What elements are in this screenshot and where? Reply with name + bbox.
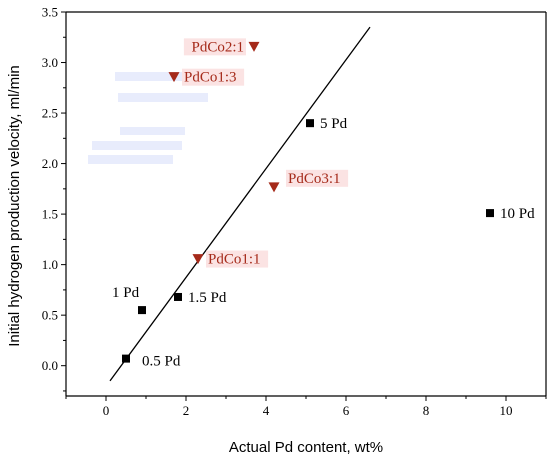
x-tick-label: 10 <box>500 403 513 418</box>
y-tick-label: 3.5 <box>42 5 58 20</box>
label-highlight <box>206 250 269 268</box>
x-tick-label: 0 <box>103 403 110 418</box>
fit-line <box>109 26 371 382</box>
x-tick-label: 4 <box>263 403 270 418</box>
y-tick-label: 1.0 <box>42 257 58 272</box>
x-tick-label: 8 <box>423 403 430 418</box>
x-tick-label: 2 <box>183 403 190 418</box>
data-points <box>122 41 494 363</box>
y-tick-label: 3.0 <box>42 55 58 70</box>
square-marker <box>122 354 130 363</box>
square-marker <box>306 119 314 128</box>
triangle-marker <box>268 182 280 193</box>
x-tick-label: 6 <box>343 403 350 418</box>
label-highlight <box>182 68 245 86</box>
point-label: PdCo2:1 <box>191 39 244 55</box>
triangle-marker <box>168 72 180 83</box>
point-labels: 0.5 Pd 1 Pd 1.5 Pd 5 Pd 10 Pd PdCo1:1 PdCo3:1 P… <box>112 38 535 370</box>
label-highlight <box>183 38 246 56</box>
x-axis-title: Actual Pd content, wt% <box>229 439 383 456</box>
fit-line-group <box>109 26 371 382</box>
square-marker <box>138 306 146 315</box>
y-tick-label: 1.5 <box>42 207 58 222</box>
ghost-artifacts <box>88 72 208 164</box>
point-label: PdCo3:1 <box>288 171 341 187</box>
y-tick-label: 0.5 <box>42 308 58 323</box>
point-label: PdCo1:1 <box>208 252 261 268</box>
y-tick-label: 0.0 <box>42 358 58 373</box>
y-tick-label: 2.5 <box>42 106 58 121</box>
y-tick-label: 2.0 <box>42 156 58 171</box>
square-marker <box>486 209 494 218</box>
square-marker <box>174 292 182 301</box>
point-label: 10 Pd <box>500 206 535 222</box>
triangle-marker <box>248 41 260 52</box>
point-label: 5 Pd <box>320 116 348 132</box>
axes: 0 2 4 6 8 10 0.0 0.5 1.0 1.5 2.0 2.5 3.0 3.5 <box>42 5 547 418</box>
point-label: 1.5 Pd <box>188 290 227 306</box>
triangle-marker <box>192 254 204 265</box>
point-label: PdCo1:3 <box>184 70 237 86</box>
y-axis-title: Initial hydrogen production velocity, ml… <box>6 65 23 347</box>
point-label: 1 Pd <box>112 285 140 301</box>
point-label: 0.5 Pd <box>142 354 181 370</box>
label-highlight <box>286 169 349 187</box>
